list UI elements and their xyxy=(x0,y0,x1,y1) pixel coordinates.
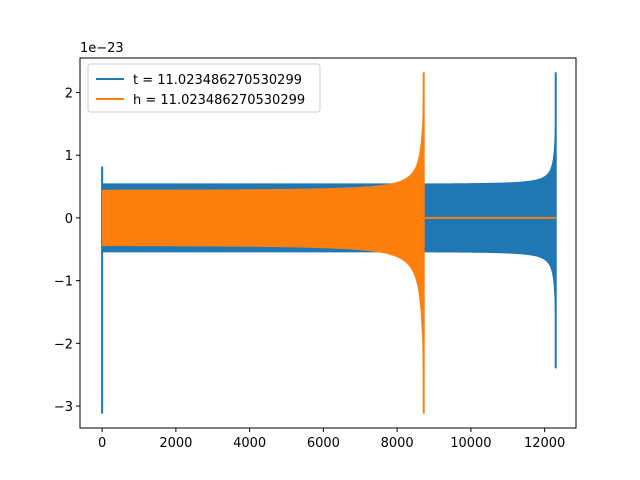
y-offset-label: 1e−23 xyxy=(80,41,124,56)
y-tick-label: 0 xyxy=(65,212,73,227)
y-axis: −3 −2 −1 0 1 2 xyxy=(54,86,80,415)
y-tick-label: 2 xyxy=(65,86,73,101)
series-t-envelope-late xyxy=(423,72,556,369)
x-tick-label: 12000 xyxy=(524,436,565,451)
legend: t = 11.023486270530299 h = 11.02348627053… xyxy=(87,63,321,113)
plot-frame xyxy=(79,57,577,429)
legend-box xyxy=(87,63,321,113)
legend-label: t = 11.023486270530299 xyxy=(133,73,302,88)
series-h-envelope xyxy=(102,72,424,414)
x-tick-label: 4000 xyxy=(233,436,266,451)
y-tick-label: −2 xyxy=(54,337,73,352)
series-layer xyxy=(101,72,557,414)
x-tick-label: 2000 xyxy=(159,436,192,451)
x-tick-label: 0 xyxy=(98,436,106,451)
legend-label: h = 11.023486270530299 xyxy=(133,93,305,108)
y-tick-label: −3 xyxy=(54,400,73,415)
y-tick-label: −1 xyxy=(54,275,73,290)
x-tick-label: 8000 xyxy=(381,436,414,451)
x-tick-label: 6000 xyxy=(307,436,340,451)
x-axis: 0 2000 4000 6000 8000 10000 12000 xyxy=(98,428,565,451)
x-tick-label: 10000 xyxy=(450,436,491,451)
series-h xyxy=(102,72,556,414)
y-tick-label: 1 xyxy=(65,149,73,164)
